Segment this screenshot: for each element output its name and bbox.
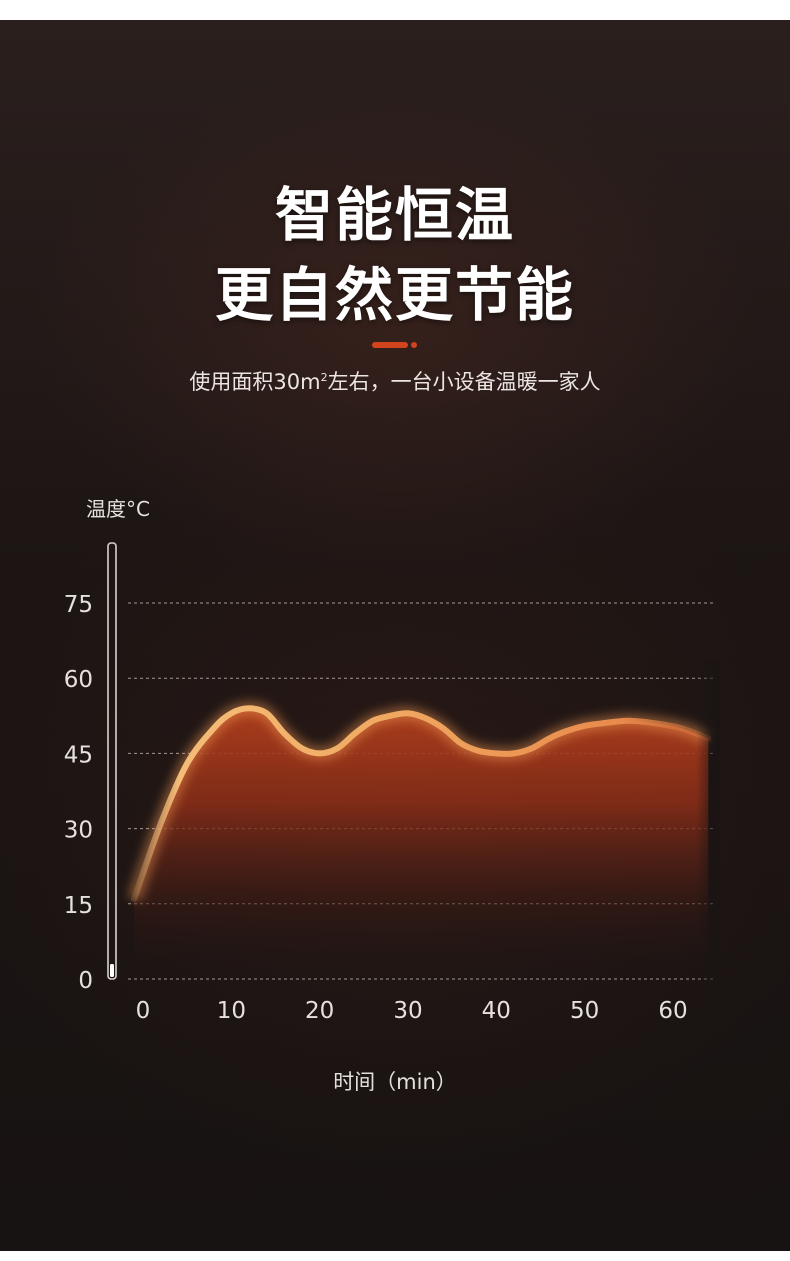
x-axis-title: 时间（min） (333, 1070, 457, 1094)
x-tick-label: 50 (570, 998, 599, 1024)
subtitle-after: 左右，一台小设备温暖一家人 (327, 370, 601, 394)
subtitle-superscript: 2 (320, 371, 328, 384)
x-tick-label: 0 (136, 998, 151, 1024)
x-tick-labels: 0 10 20 30 40 50 60 (136, 998, 688, 1024)
y-tick-label: 0 (78, 968, 93, 994)
y-tick-label: 45 (64, 742, 93, 768)
x-tick-label: 30 (393, 998, 422, 1024)
y-tick-label: 30 (64, 818, 93, 844)
y-tick-labels: 0 15 30 45 60 75 (64, 592, 93, 994)
x-tick-label: 20 (305, 998, 334, 1024)
title-line-2: 更自然更节能 (214, 261, 575, 329)
y-axis-thermometer-bulb (110, 964, 114, 977)
accent-dot (411, 342, 417, 348)
x-tick-label: 60 (658, 998, 687, 1024)
subtitle: 使用面积30m2左右，一台小设备温暖一家人 (0, 366, 790, 396)
y-axis-thermometer (107, 542, 117, 980)
title-line-1: 智能恒温 (274, 181, 515, 249)
y-tick-label: 75 (64, 592, 93, 618)
y-tick-label: 15 (64, 893, 93, 919)
subtitle-before: 使用面积30m (189, 370, 321, 394)
accent-bar (372, 342, 408, 348)
y-tick-label: 60 (64, 667, 93, 693)
right-edge-fade (560, 660, 720, 990)
y-axis-title: 温度°C (86, 497, 150, 521)
x-tick-label: 40 (482, 998, 511, 1024)
x-tick-label: 10 (217, 998, 246, 1024)
poster-background: 智能恒温 更自然更节能 使用面积30m2左右，一台小设备温暖一家人 (0, 20, 790, 1251)
